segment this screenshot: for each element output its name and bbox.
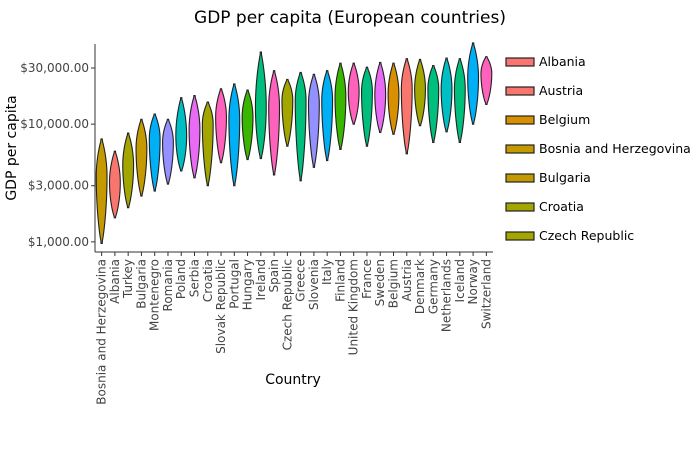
violin-netherlands [440,57,453,133]
x-tick-label: Switzerland [479,259,493,329]
legend-key-bulgaria [505,173,535,183]
plot-area [95,42,493,244]
legend-label-bosnia-and-herzegovina: Bosnia and Herzegovina [539,141,691,156]
violin-denmark [414,58,426,127]
violin-austria [400,58,413,155]
violin-ireland [254,51,267,160]
legend-label-bulgaria: Bulgaria [539,170,591,185]
violin-bulgaria [135,118,148,197]
x-tick-label: United Kingdom [347,259,361,355]
y-tick-label: $3,000.00 [28,179,89,193]
x-tick-label: Hungary [241,259,255,310]
x-tick-label: France [360,259,374,299]
violin-france [361,66,373,147]
x-tick-label: Germany [426,259,440,314]
violin-sweden [374,61,387,134]
x-tick-label: Sweden [373,259,387,306]
x-tick-label: Bosnia and Herzegovina [95,259,109,405]
x-tick-label: Slovak Republic [214,259,228,354]
violin-spain [268,70,281,176]
x-tick-label: Albania [108,259,122,304]
x-tick-label: Slovenia [307,259,321,310]
x-tick-label: Greece [294,259,308,302]
violin-switzerland [480,56,493,106]
violin-united-kingdom [347,62,360,125]
violin-albania [108,150,121,219]
x-tick-label: Turkey [121,259,135,299]
violin-slovenia [307,73,320,168]
x-tick-label: Croatia [201,259,215,302]
legend: Albania Austria Belgium Bosnia and Herzegov… [505,54,691,243]
violin-italy [321,70,334,162]
x-tick-label: Belgium [387,259,401,308]
x-tick-label: Finland [333,259,347,302]
violin-finland [334,62,347,150]
x-tick-label: Netherlands [440,259,454,332]
chart-title: GDP per capita (European countries) [194,8,506,28]
x-axis-title: Country [265,372,321,388]
x-tick-label: Ireland [254,259,268,301]
legend-key-austria [505,86,535,96]
y-tick-label: $30,000.00 [20,61,89,75]
legend-key-belgium [505,115,535,125]
legend-label-croatia: Croatia [539,199,584,214]
x-tick-label: Austria [400,259,414,301]
axes: $1,000.00 $3,000.00 $10,000.00 $30,000.00 Bo… [20,44,493,405]
y-axis-title: GDP per capita [4,95,20,200]
x-tick-label: Portugal [227,259,241,309]
legend-label-czech-republic: Czech Republic [539,228,634,243]
x-tick-label: Denmark [413,259,427,314]
x-tick-label: Montenegro [148,259,162,331]
legend-key-croatia [505,202,535,212]
violin-slovak-republic [215,88,227,164]
violin-greece [294,71,307,182]
violin-croatia [201,101,214,187]
violin-romania [162,118,174,185]
x-tick-label: Norway [466,259,480,305]
x-tick-label: Italy [320,259,334,285]
x-tick-label: Iceland [453,259,467,302]
x-tick-label: Spain [267,259,281,293]
x-tick-label: Bulgaria [134,259,148,309]
violin-montenegro [148,113,161,192]
violin-bosnia-and-herzegovina [95,138,108,244]
legend-label-albania: Albania [539,54,586,69]
legend-label-austria: Austria [539,83,583,98]
y-tick-label: $1,000.00 [28,235,89,249]
legend-label-belgium: Belgium [539,112,590,127]
violin-poland [175,97,188,172]
x-tick-label: Czech Republic [280,259,294,350]
x-tick-label: Serbia [188,259,202,297]
y-tick-label: $10,000.00 [20,117,89,131]
violin-czech-republic [281,78,294,147]
violin-belgium [387,62,400,135]
violin-hungary [241,89,254,161]
violin-portugal [228,83,241,187]
legend-key-bosnia-and-herzegovina [505,144,535,154]
violin-norway [467,42,480,125]
x-tick-label: Poland [174,259,188,299]
violin-germany [427,64,440,143]
legend-key-czech-republic [505,231,535,241]
violin-serbia [188,95,201,179]
x-tick-label: Romania [161,259,175,311]
violin-iceland [453,58,466,143]
violin-turkey [122,132,135,209]
legend-key-albania [505,57,535,67]
